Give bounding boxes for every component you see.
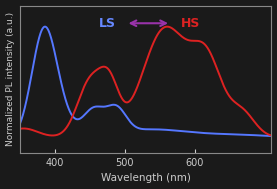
X-axis label: Wavelength (nm): Wavelength (nm) — [101, 174, 191, 184]
Text: HS: HS — [181, 17, 200, 30]
Y-axis label: Normalized PL intensity (a.u.): Normalized PL intensity (a.u.) — [6, 12, 15, 146]
Text: LS: LS — [99, 17, 116, 30]
